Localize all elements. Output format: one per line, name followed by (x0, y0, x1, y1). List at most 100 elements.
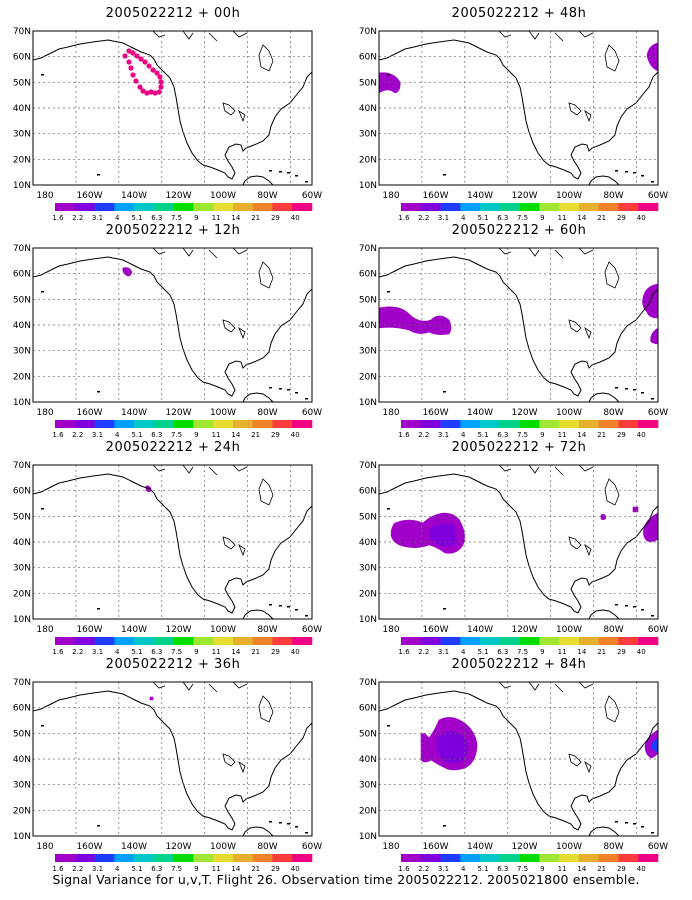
colorbar-label: 5.1 (131, 431, 142, 439)
arctic-coast (152, 682, 248, 693)
island (279, 605, 282, 607)
lon-tick-label: 180 (382, 408, 399, 418)
lat-tick-label: 20N (13, 155, 31, 165)
variance-dot (154, 70, 160, 76)
island (279, 388, 282, 390)
colorbar-swatch (193, 203, 214, 211)
colorbar-label: 3.1 (92, 431, 103, 439)
colorbar-label: 4 (115, 214, 120, 222)
colorbar-swatch (213, 637, 234, 645)
colorbar-label: 7.5 (517, 431, 528, 439)
colorbar-swatch (480, 420, 501, 428)
lon-tick-label: 100W (556, 191, 582, 201)
plot-frame (378, 247, 659, 403)
plot-content (33, 31, 312, 185)
colorbar-label: 29 (617, 865, 626, 873)
colorbar-swatch (193, 854, 214, 862)
lon-tick-label: 120W (511, 408, 537, 418)
lat-tick-label: 10N (13, 832, 31, 842)
variance-dot (137, 84, 143, 90)
colorbar-swatch (232, 203, 253, 211)
colorbar-swatch (252, 203, 273, 211)
lat-tick-label: 50N (359, 729, 377, 739)
lat-tick-label: 50N (359, 512, 377, 522)
lon-tick-label: 140W (467, 408, 493, 418)
colorbar-swatch (213, 203, 234, 211)
colorbar-swatch (74, 637, 95, 645)
lat-tick-label: 40N (359, 755, 377, 765)
colorbar-swatch (480, 854, 501, 862)
island (651, 832, 654, 834)
island (651, 398, 654, 400)
variance-dot (122, 53, 128, 59)
colorbar-label: 2.2 (418, 648, 429, 656)
lon-tick-label: 80W (603, 842, 623, 852)
lon-tick-label: 160W (422, 625, 448, 635)
colorbar-label: 29 (617, 214, 626, 222)
variance-dot (126, 59, 132, 65)
arctic-coast (498, 682, 594, 693)
colorbar-label: 11 (558, 214, 567, 222)
arctic-coast (498, 248, 594, 259)
colorbar-label: 40 (291, 865, 300, 873)
island (279, 171, 282, 173)
plot-content (379, 248, 658, 402)
colorbar-swatch (559, 203, 580, 211)
lon-tick-label: 120W (165, 842, 191, 852)
colorbar-label: 21 (251, 214, 260, 222)
colorbar-swatch (440, 203, 461, 211)
island (97, 174, 100, 176)
lon-tick-label: 160W (76, 842, 102, 852)
island (641, 826, 644, 828)
lat-tick-label: 60N (13, 270, 31, 280)
lakes (568, 753, 592, 774)
colorbar-label: 29 (617, 431, 626, 439)
island (443, 608, 446, 610)
colorbar-swatch (559, 854, 580, 862)
hudson-bay (604, 44, 620, 72)
lat-tick-label: 40N (13, 104, 31, 114)
coastline-south (242, 609, 274, 619)
colorbar-label: 21 (251, 865, 260, 873)
lon-tick-label: 140W (121, 625, 147, 635)
colorbar-label: 9 (194, 648, 198, 656)
colorbar-swatch (153, 637, 174, 645)
colorbar-label: 11 (212, 431, 221, 439)
lat-tick-label: 30N (13, 347, 31, 357)
lat-tick-label: 30N (359, 564, 377, 574)
coastline (379, 690, 658, 831)
map-plot: 70N 60N 50N 40N 30N 20N 10N 180 160W 140W 120W 100W… (13, 678, 322, 873)
plot-content (379, 465, 658, 619)
colorbar-label: 9 (194, 214, 198, 222)
arctic-coast (152, 31, 248, 42)
lon-tick-label: 160W (76, 408, 102, 418)
colorbar-swatch (55, 637, 76, 645)
lat-tick-label: 20N (13, 372, 31, 382)
lon-tick-label: 80W (603, 191, 623, 201)
lat-tick-label: 30N (13, 564, 31, 574)
colorbar-label: 3.1 (92, 865, 103, 873)
lat-tick-label: 70N (359, 27, 377, 37)
coastline-south (588, 392, 620, 402)
plot-content (379, 31, 658, 185)
colorbar-swatch (213, 420, 234, 428)
map-panel-84h: 2005022212 + 84h 70N 60N 50N 40N 30N 20N 10N 18… (346, 651, 692, 876)
colorbar-swatch (519, 637, 540, 645)
island (295, 826, 298, 828)
lat-tick-label: 10N (359, 181, 377, 191)
variance-region (632, 506, 639, 513)
colorbar-label: 9 (540, 865, 544, 873)
variance-region (379, 72, 401, 94)
lat-tick-label: 50N (359, 295, 377, 305)
colorbar-swatch (440, 854, 461, 862)
panel-title: 2005022212 + 60h (451, 223, 587, 238)
colorbar: 1.6 2.2 3.1 4 5.1 6.3 7.5 9 11 14 21 29 40 (398, 854, 659, 873)
colorbar-label: 29 (271, 214, 280, 222)
lon-tick-label: 140W (121, 408, 147, 418)
colorbar-label: 7.5 (171, 865, 182, 873)
colorbar-swatch (292, 420, 313, 428)
colorbar-label: 2.2 (72, 865, 83, 873)
colorbar-label: 9 (540, 214, 544, 222)
colorbar-swatch (401, 203, 422, 211)
colorbar-swatch (114, 854, 135, 862)
